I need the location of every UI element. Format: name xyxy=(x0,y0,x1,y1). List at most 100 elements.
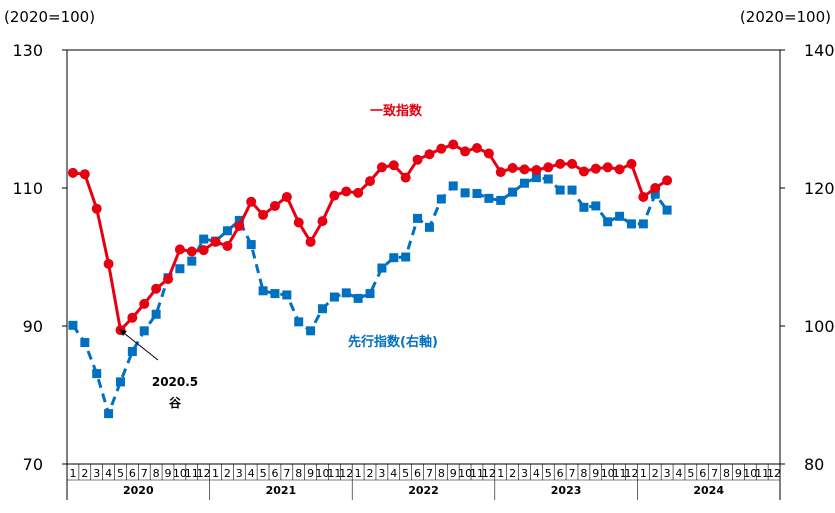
x-month-label: 2 xyxy=(652,467,659,480)
coincident-index-point xyxy=(234,220,245,231)
leading-index-point xyxy=(555,185,565,195)
right-tick-label: 140 xyxy=(804,41,835,60)
x-month-label: 7 xyxy=(283,467,290,480)
coincident-index-point xyxy=(531,165,542,176)
right-tick-label: 80 xyxy=(804,455,824,474)
right-tick-label: 120 xyxy=(804,179,835,198)
coincident-index-point xyxy=(174,244,185,255)
x-month-label: 8 xyxy=(580,467,587,480)
coincident-index-point xyxy=(376,162,387,173)
trough-annotation-arrow xyxy=(119,329,159,361)
leading-index-point xyxy=(80,338,90,348)
x-month-label: 12 xyxy=(767,467,781,480)
leading-index-point xyxy=(472,189,482,199)
leading-index-point xyxy=(531,173,541,183)
leading-index-point xyxy=(436,194,446,204)
leading-index-point xyxy=(424,222,434,232)
x-month-label: 3 xyxy=(236,467,243,480)
x-month-label: 4 xyxy=(533,467,540,480)
coincident-index-point xyxy=(139,298,150,309)
x-month-label: 2 xyxy=(509,467,516,480)
coincident-index-point xyxy=(210,236,221,247)
x-month-label: 10 xyxy=(601,467,615,480)
x-year-label: 2021 xyxy=(266,484,297,497)
x-month-label: 12 xyxy=(482,467,496,480)
leading-index-point xyxy=(139,326,149,336)
leading-index-point xyxy=(508,187,518,197)
coincident-index-point xyxy=(246,196,257,207)
leading-index-point xyxy=(365,289,375,299)
leading-index-point xyxy=(520,178,530,188)
x-month-label: 1 xyxy=(640,467,647,480)
x-month-label: 11 xyxy=(327,467,341,480)
x-month-label: 4 xyxy=(675,467,682,480)
leading-index-point xyxy=(317,304,327,314)
x-month-label: 7 xyxy=(141,467,148,480)
coincident-index-point xyxy=(317,216,328,227)
coincident-index-point xyxy=(91,203,102,214)
coincident-index-point xyxy=(519,164,530,175)
leading-index-point xyxy=(306,326,316,336)
left-tick-label: 70 xyxy=(23,455,43,474)
leading-index-point xyxy=(650,189,660,199)
leading-index-point xyxy=(401,252,411,262)
x-month-label: 1 xyxy=(355,467,362,480)
leading-index-point xyxy=(294,317,304,327)
leading-index-point xyxy=(413,213,423,223)
x-month-label: 2 xyxy=(367,467,374,480)
leading-index-point xyxy=(151,309,161,319)
left-axis: 130 110 90 70 xyxy=(12,41,67,474)
leading-index-point xyxy=(638,219,648,229)
leading-index-point xyxy=(626,219,636,229)
x-month-label: 3 xyxy=(664,467,671,480)
x-month-label: 11 xyxy=(755,467,769,480)
coincident-index-point xyxy=(424,149,435,160)
coincident-index-point xyxy=(471,142,482,153)
leading-index-point xyxy=(377,263,387,273)
leading-index-point xyxy=(246,240,256,250)
leading-index-point xyxy=(68,320,78,330)
coincident-index-point xyxy=(460,146,471,157)
x-month-label: 9 xyxy=(165,467,172,480)
coincident-index-point xyxy=(163,274,174,285)
leading-index-point xyxy=(579,202,589,212)
leading-index-point xyxy=(127,347,137,357)
x-month-label: 5 xyxy=(687,467,694,480)
coincident-index-point xyxy=(365,176,376,187)
x-month-label: 4 xyxy=(390,467,397,480)
trough-annotation-label: 谷 xyxy=(169,395,182,410)
x-month-label: 5 xyxy=(117,467,124,480)
coincident-index-point xyxy=(495,167,506,178)
coincident-index-point xyxy=(269,200,280,211)
coincident-index-line xyxy=(72,142,668,334)
x-month-label: 8 xyxy=(723,467,730,480)
x-month-label: 12 xyxy=(624,467,638,480)
coincident-index-point xyxy=(436,143,447,154)
coincident-index-point xyxy=(127,312,138,323)
x-year-label: 2020 xyxy=(123,484,154,497)
coincident-index-point xyxy=(281,191,292,202)
right-tick-label: 100 xyxy=(804,317,835,336)
trough-annotation-arrowhead xyxy=(119,329,127,336)
coincident-index-point xyxy=(258,209,269,220)
x-month-label: 7 xyxy=(569,467,576,480)
leading-index-point xyxy=(662,205,672,215)
coincident-index-point xyxy=(507,162,518,173)
coincident-index-point xyxy=(412,154,423,165)
x-month-label: 4 xyxy=(105,467,112,480)
left-tick-label: 110 xyxy=(12,179,43,198)
coincident-index-point xyxy=(567,158,578,169)
coincident-index-point xyxy=(400,172,411,183)
right-axis-unit: (2020=100) xyxy=(740,8,831,26)
coincident-index-point xyxy=(103,258,114,269)
x-month-label: 6 xyxy=(129,467,136,480)
leading-index-point xyxy=(104,409,114,419)
coincident-index-point xyxy=(662,175,673,186)
leading-index-point xyxy=(353,293,363,303)
leading-index-point xyxy=(92,369,102,379)
coincident-index-point xyxy=(650,183,661,193)
x-month-label: 3 xyxy=(378,467,385,480)
coincident-index-point xyxy=(388,160,399,171)
leading-index-point xyxy=(187,256,197,266)
